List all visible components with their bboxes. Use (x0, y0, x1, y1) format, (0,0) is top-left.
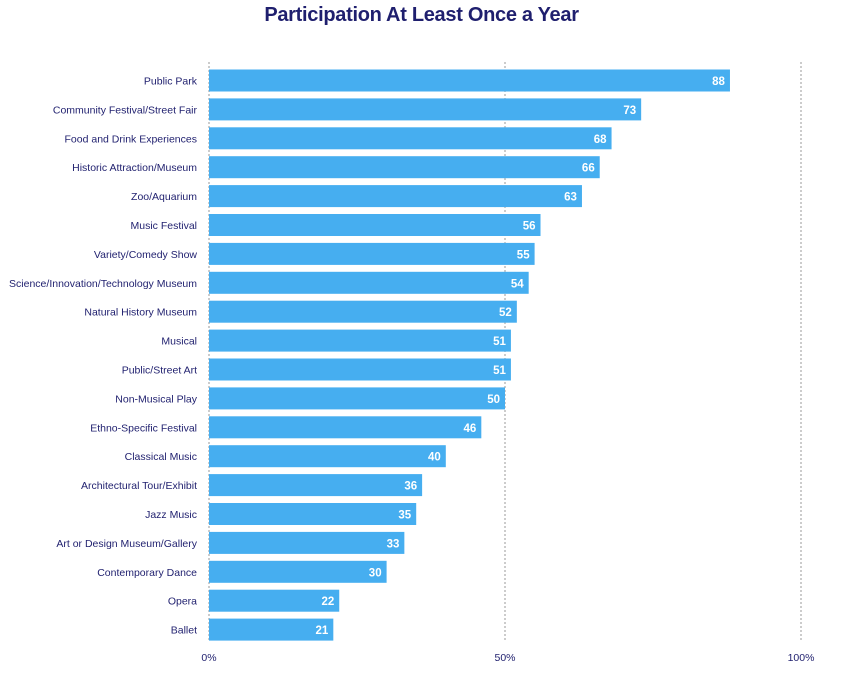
value-labels: 88 73 68 66 63 56 55 54 52 51 51 50 46 40 36 35 33 30 22 21 (316, 76, 726, 637)
data-label: 36 (404, 481, 417, 493)
category-label: Ballet (171, 625, 197, 637)
category-label: Public/Street Art (122, 365, 197, 377)
data-label: 51 (493, 336, 506, 348)
category-label: Music Festival (130, 220, 197, 232)
bar (209, 589, 340, 612)
data-label: 40 (428, 452, 441, 464)
category-label: Ethno-Specific Festival (90, 422, 197, 434)
chart-title: Participation At Least Once a Year (264, 4, 579, 26)
category-label: Architectural Tour/Exhibit (81, 480, 197, 492)
bar (209, 127, 612, 150)
category-label: Public Park (144, 76, 198, 88)
data-label: 88 (712, 76, 725, 88)
bar (209, 185, 582, 208)
bar (209, 156, 600, 179)
data-label: 22 (321, 596, 334, 608)
x-tick-label: 0% (201, 652, 216, 664)
bar (209, 358, 511, 381)
bar (209, 69, 730, 92)
data-label: 56 (523, 221, 536, 233)
bar (209, 618, 334, 641)
bar (209, 329, 511, 352)
bar (209, 445, 446, 468)
category-label: Musical (161, 336, 197, 348)
bars (209, 69, 730, 641)
bar (209, 503, 417, 525)
category-label: Non-Musical Play (115, 393, 197, 405)
x-tick-label: 100% (788, 652, 815, 664)
data-label: 30 (369, 567, 382, 579)
data-label: 55 (517, 249, 530, 261)
category-label: Contemporary Dance (97, 567, 197, 579)
bar (209, 98, 642, 121)
bar (209, 271, 529, 294)
category-label: Classical Music (125, 451, 197, 463)
category-label: Food and Drink Experiences (65, 133, 198, 145)
x-tick-label: 50% (494, 652, 515, 664)
category-label: Natural History Museum (84, 307, 197, 319)
category-label: Historic Attraction/Museum (72, 162, 197, 174)
bar (209, 214, 541, 236)
data-label: 35 (398, 510, 411, 522)
category-label: Community Festival/Street Fair (53, 104, 198, 116)
category-labels: Public Park Community Festival/Street Fai… (9, 76, 198, 637)
data-label: 54 (511, 278, 524, 290)
data-label: 66 (582, 163, 595, 175)
category-label: Zoo/Aquarium (131, 191, 197, 203)
data-label: 46 (464, 423, 477, 435)
bar (209, 416, 482, 439)
bar (209, 300, 517, 323)
bar (209, 387, 505, 410)
data-label: 68 (594, 134, 607, 146)
data-label: 33 (387, 538, 400, 550)
bar (209, 560, 387, 583)
data-label: 21 (316, 625, 329, 637)
data-label: 51 (493, 365, 506, 377)
bar (209, 531, 405, 554)
category-label: Variety/Comedy Show (94, 249, 198, 261)
bar (209, 474, 423, 497)
x-axis-ticks: 0% 50% 100% (201, 652, 814, 664)
category-label: Art or Design Museum/Gallery (56, 538, 197, 550)
bar (209, 242, 535, 265)
category-label: Opera (168, 596, 197, 608)
data-label: 52 (499, 307, 512, 319)
category-label: Science/Innovation/Technology Museum (9, 278, 197, 290)
data-label: 50 (487, 394, 500, 406)
data-label: 63 (564, 192, 577, 204)
category-label: Jazz Music (145, 509, 197, 521)
data-label: 73 (623, 105, 636, 117)
